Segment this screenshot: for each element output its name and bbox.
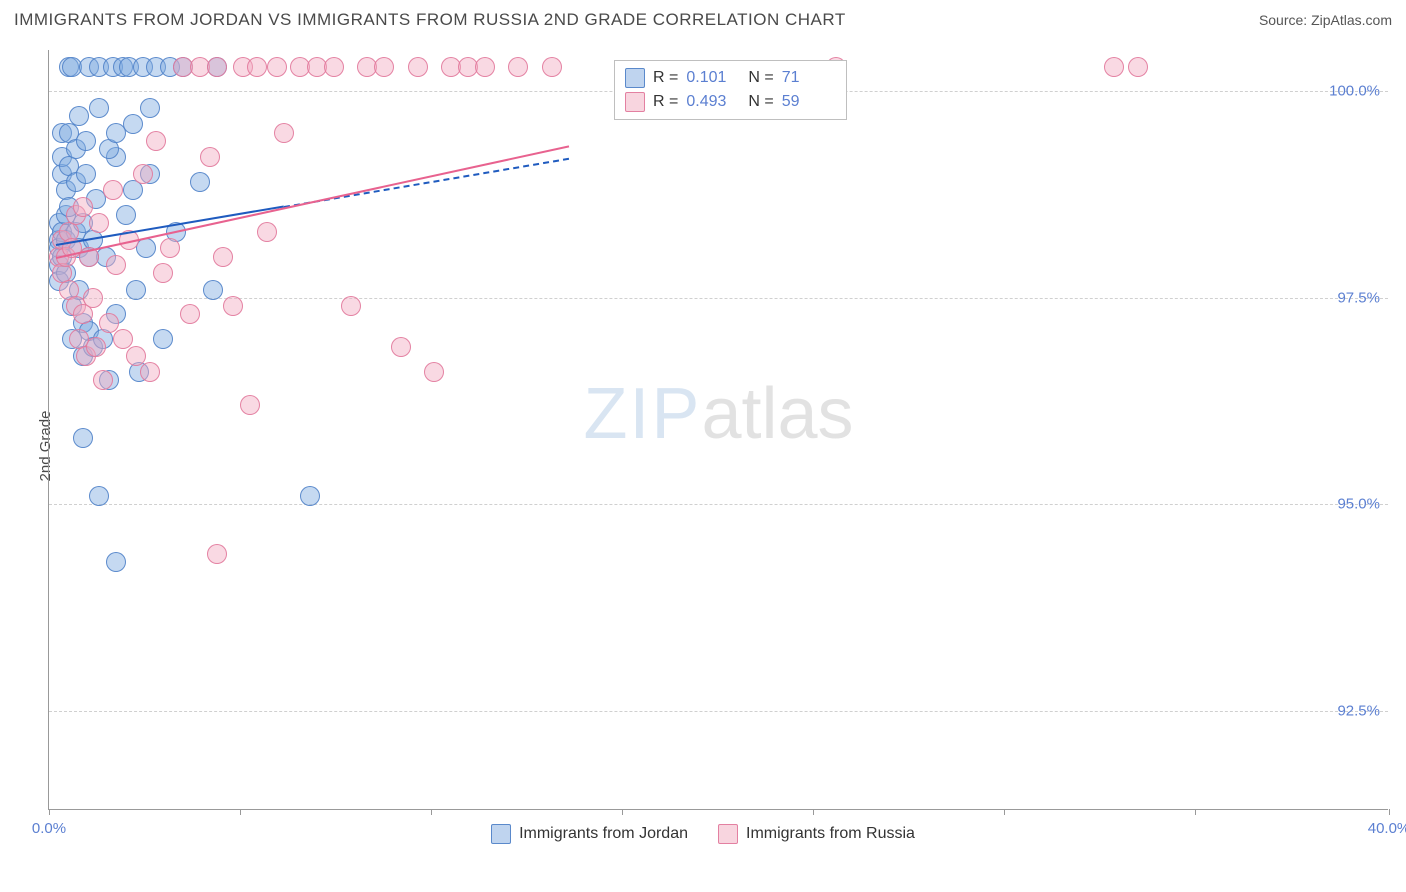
data-point-jordan bbox=[106, 552, 126, 572]
data-point-jordan bbox=[89, 486, 109, 506]
data-point-russia bbox=[86, 337, 106, 357]
data-point-russia bbox=[207, 57, 227, 77]
data-point-russia bbox=[140, 362, 160, 382]
y-tick-label: 92.5% bbox=[1337, 702, 1380, 719]
data-point-jordan bbox=[126, 280, 146, 300]
x-tick-mark bbox=[240, 809, 241, 815]
data-point-russia bbox=[89, 213, 109, 233]
data-point-russia bbox=[213, 247, 233, 267]
data-point-russia bbox=[146, 131, 166, 151]
bottom-legend-item: Immigrants from Russia bbox=[718, 824, 915, 844]
legend-n-value: 71 bbox=[782, 66, 836, 90]
legend-stats-box: R = 0.101 N = 71 R = 0.493 N = 59 bbox=[614, 60, 847, 120]
legend-n-label: N = bbox=[748, 90, 773, 114]
legend-r-value: 0.493 bbox=[686, 90, 740, 114]
legend-r-label: R = bbox=[653, 66, 678, 90]
data-point-russia bbox=[1104, 57, 1124, 77]
y-tick-label: 97.5% bbox=[1337, 289, 1380, 306]
legend-swatch bbox=[491, 824, 511, 844]
grid-line bbox=[49, 504, 1388, 505]
data-point-russia bbox=[160, 238, 180, 258]
data-point-jordan bbox=[190, 172, 210, 192]
grid-line bbox=[49, 711, 1388, 712]
data-point-jordan bbox=[300, 486, 320, 506]
legend-r-label: R = bbox=[653, 90, 678, 114]
data-point-jordan bbox=[76, 164, 96, 184]
x-tick-mark bbox=[622, 809, 623, 815]
chart-area: 2nd Grade ZIPatlas R =0.101N =71R =0.493… bbox=[0, 42, 1406, 850]
data-point-russia bbox=[267, 57, 287, 77]
chart-title: IMMIGRANTS FROM JORDAN VS IMMIGRANTS FRO… bbox=[14, 10, 846, 30]
data-point-russia bbox=[73, 197, 93, 217]
data-point-jordan bbox=[140, 98, 160, 118]
y-tick-label: 100.0% bbox=[1329, 83, 1380, 100]
legend-row-jordan: R = 0.101 N = 71 bbox=[625, 66, 836, 90]
data-point-russia bbox=[153, 263, 173, 283]
watermark-zip: ZIP bbox=[583, 374, 701, 454]
data-point-jordan bbox=[203, 280, 223, 300]
bottom-legend-item: Immigrants from Jordan bbox=[491, 824, 688, 844]
data-point-russia bbox=[257, 222, 277, 242]
data-point-russia bbox=[424, 362, 444, 382]
data-point-russia bbox=[508, 57, 528, 77]
data-point-jordan bbox=[76, 131, 96, 151]
data-point-russia bbox=[133, 164, 153, 184]
data-point-russia bbox=[200, 147, 220, 167]
source-label: Source: ZipAtlas.com bbox=[1259, 12, 1392, 28]
header: IMMIGRANTS FROM JORDAN VS IMMIGRANTS FRO… bbox=[0, 0, 1406, 36]
data-point-jordan bbox=[153, 329, 173, 349]
data-point-russia bbox=[475, 57, 495, 77]
watermark-atlas: atlas bbox=[701, 374, 853, 454]
data-point-russia bbox=[247, 57, 267, 77]
data-point-russia bbox=[223, 296, 243, 316]
data-point-jordan bbox=[106, 123, 126, 143]
data-point-russia bbox=[341, 296, 361, 316]
data-point-russia bbox=[83, 288, 103, 308]
data-point-russia bbox=[1128, 57, 1148, 77]
x-tick-mark bbox=[1004, 809, 1005, 815]
data-point-russia bbox=[180, 304, 200, 324]
data-point-russia bbox=[113, 329, 133, 349]
x-tick-mark bbox=[1389, 809, 1390, 815]
plot-region: ZIPatlas R = 0.101 N = 71 R = 0.493 N = 59 92.5… bbox=[48, 50, 1388, 810]
data-point-jordan bbox=[116, 205, 136, 225]
data-point-russia bbox=[408, 57, 428, 77]
data-point-russia bbox=[542, 57, 562, 77]
x-tick-mark bbox=[49, 809, 50, 815]
data-point-russia bbox=[324, 57, 344, 77]
data-point-russia bbox=[274, 123, 294, 143]
legend-n-label: N = bbox=[748, 66, 773, 90]
legend-row-russia: R = 0.493 N = 59 bbox=[625, 90, 836, 114]
data-point-russia bbox=[240, 395, 260, 415]
legend-swatch bbox=[625, 92, 645, 112]
data-point-russia bbox=[103, 180, 123, 200]
data-point-russia bbox=[106, 255, 126, 275]
bottom-legend-label: Immigrants from Russia bbox=[746, 825, 915, 843]
data-point-russia bbox=[99, 313, 119, 333]
data-point-russia bbox=[374, 57, 394, 77]
legend-n-value: 59 bbox=[782, 90, 836, 114]
data-point-jordan bbox=[89, 98, 109, 118]
x-tick-mark bbox=[431, 809, 432, 815]
x-tick-mark bbox=[1195, 809, 1196, 815]
x-tick-mark bbox=[813, 809, 814, 815]
bottom-legend: Immigrants from Jordan Immigrants from Ru… bbox=[0, 824, 1406, 844]
data-point-jordan bbox=[73, 428, 93, 448]
bottom-legend-label: Immigrants from Jordan bbox=[519, 825, 688, 843]
legend-r-value: 0.101 bbox=[686, 66, 740, 90]
data-point-russia bbox=[93, 370, 113, 390]
grid-line bbox=[49, 298, 1388, 299]
legend-swatch bbox=[625, 68, 645, 88]
y-tick-label: 95.0% bbox=[1337, 496, 1380, 513]
watermark: ZIPatlas bbox=[583, 373, 853, 455]
trend-line bbox=[55, 145, 568, 258]
data-point-russia bbox=[207, 544, 227, 564]
data-point-russia bbox=[126, 346, 146, 366]
legend-swatch bbox=[718, 824, 738, 844]
data-point-russia bbox=[391, 337, 411, 357]
data-point-jordan bbox=[69, 106, 89, 126]
